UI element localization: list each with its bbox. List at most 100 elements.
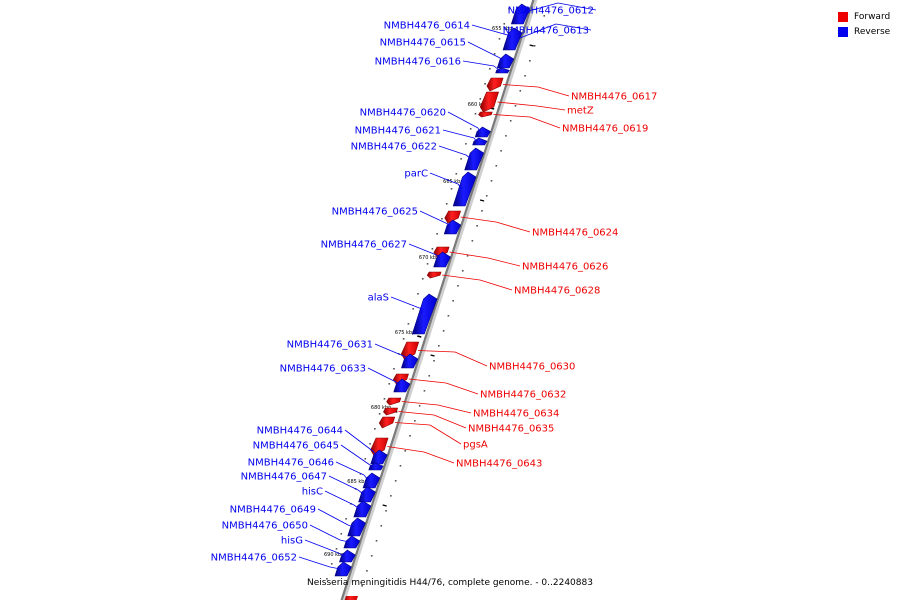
gene-label[interactable]: NMBH4476_0624 — [532, 228, 618, 239]
gene-NMBH4476_0624[interactable]: NMBH4476_0624 — [444, 210, 619, 239]
gene-feature-forward[interactable] — [426, 271, 442, 279]
gene-feature-reverse[interactable] — [433, 251, 451, 268]
gene-label[interactable]: parC — [404, 169, 428, 180]
gene-NMBH4476_0652[interactable]: NMBH4476_0652 — [211, 553, 352, 577]
gene-feature-reverse[interactable] — [452, 171, 477, 207]
gene-NMBH4476_0620[interactable]: NMBH4476_0620 — [360, 108, 491, 138]
gene-label[interactable]: NMBH4476_0652 — [211, 553, 297, 564]
gene-feature-reverse[interactable] — [343, 535, 361, 549]
gene-NMBH4476_0627[interactable]: NMBH4476_0627 — [321, 240, 451, 268]
gene-feature-reverse[interactable] — [411, 293, 438, 335]
gene-feature-forward[interactable] — [486, 77, 504, 92]
gene-label[interactable]: NMBH4476_0613 — [503, 26, 589, 37]
gene-NMBH4476_0649[interactable]: NMBH4476_0649 — [230, 505, 366, 537]
gene-leader-line — [387, 446, 425, 453]
gene-NMBH4476_0626[interactable]: NMBH4476_0626 — [433, 246, 609, 273]
gene-label[interactable]: NMBH4476_0627 — [321, 240, 407, 251]
gene-label[interactable]: NMBH4476_0620 — [360, 108, 446, 119]
gene-feature-reverse[interactable] — [353, 500, 372, 518]
gene-leader-line — [467, 41, 501, 59]
gene-feature-forward[interactable] — [478, 111, 493, 118]
gene-NMBH4476_0628[interactable]: NMBH4476_0628 — [426, 271, 600, 297]
gene-label[interactable]: NMBH4476_0617 — [571, 92, 657, 103]
gene-feature-reverse[interactable] — [401, 353, 419, 369]
gene-label[interactable]: NMBH4476_0614 — [384, 21, 470, 32]
gene-label[interactable]: metZ — [567, 106, 594, 117]
gene-label[interactable]: NMBH4476_0625 — [332, 207, 418, 218]
gene-NMBH4476_0633[interactable]: NMBH4476_0633 — [280, 364, 411, 393]
gene-feature-forward[interactable] — [383, 407, 399, 416]
gene-NMBH4476_0612[interactable]: NMBH4476_0612 — [508, 2, 597, 25]
gene-feature-reverse[interactable] — [510, 3, 531, 25]
gene-label[interactable]: NMBH4476_0626 — [522, 262, 608, 273]
gene-leader-line — [408, 378, 447, 384]
gene-label[interactable]: NMBH4476_0645 — [253, 441, 339, 452]
gene-label[interactable]: NMBH4476_0628 — [514, 286, 600, 297]
gene-label[interactable]: NMBH4476_0630 — [489, 362, 575, 373]
gene-NMBH4476_0630[interactable]: NMBH4476_0630 — [400, 341, 575, 373]
gene-leader-line — [462, 60, 495, 67]
gene-NMBH4476_0645[interactable]: NMBH4476_0645 — [253, 441, 384, 471]
gene-pgsA[interactable]: pgsA — [378, 416, 488, 451]
gene-feature-reverse[interactable] — [393, 378, 411, 393]
gene-feature-forward[interactable] — [386, 397, 402, 406]
gene-metZ[interactable]: metZ — [479, 91, 594, 117]
gene-NMBH4476_0625[interactable]: NMBH4476_0625 — [332, 207, 462, 235]
gene-label[interactable]: NMBH4476_0616 — [375, 57, 461, 68]
gene-feature-reverse[interactable] — [502, 27, 523, 51]
gene-label[interactable]: alaS — [368, 293, 389, 304]
gene-label[interactable]: pgsA — [463, 440, 488, 451]
gene-NMBH4476_0631[interactable]: NMBH4476_0631 — [287, 340, 419, 369]
gene-label[interactable]: NMBH4476_0634 — [473, 409, 559, 420]
gene-NMBH4476_0634[interactable]: NMBH4476_0634 — [386, 397, 560, 420]
gene-NMBH4476_0621[interactable]: NMBH4476_0621 — [355, 126, 488, 146]
gene-NMBH4476_0619[interactable]: NMBH4476_0619 — [478, 111, 649, 135]
gene-feature-reverse[interactable] — [334, 561, 352, 577]
gene-NMBH4476_0622[interactable]: NMBH4476_0622 — [351, 142, 485, 171]
gene-leader-line — [555, 23, 592, 31]
gene-feature-reverse[interactable] — [496, 53, 515, 69]
gene-label[interactable]: NMBH4476_0647 — [241, 472, 327, 483]
gene-label[interactable]: NMBH4476_0631 — [287, 340, 373, 351]
gene-label[interactable]: hisG — [281, 536, 303, 547]
gene-label[interactable]: NMBH4476_0632 — [480, 390, 566, 401]
gene-label[interactable]: NMBH4476_0646 — [248, 458, 334, 469]
gene-leader-line — [328, 475, 359, 491]
legend-forward-swatch — [838, 11, 848, 22]
gene-leader-line — [390, 296, 423, 310]
gene-feature-forward[interactable] — [378, 416, 396, 429]
gene-feature-reverse[interactable] — [464, 147, 485, 171]
gene-label[interactable]: NMBH4476_0619 — [562, 124, 648, 135]
gene-NMBH4476_0650[interactable]: NMBH4476_0650 — [222, 521, 361, 549]
gene-NMBH4476_0616[interactable]: NMBH4476_0616 — [375, 57, 510, 74]
gene-NMBH4476_0614[interactable]: NMBH4476_0614 — [384, 21, 523, 51]
gene-label[interactable]: NMBH4476_0615 — [380, 38, 466, 49]
gene-label[interactable]: NMBH4476_0621 — [355, 126, 441, 137]
gene-label[interactable]: NMBH4476_0633 — [280, 364, 366, 375]
gene-label[interactable]: NMBH4476_0643 — [456, 459, 542, 470]
gene-alaS[interactable]: alaS — [368, 293, 438, 335]
gene-leader-line — [449, 251, 489, 259]
gene-hisG[interactable]: hisG — [281, 536, 356, 563]
gene-leader-line — [405, 356, 408, 362]
gene-feature-reverse[interactable] — [347, 517, 366, 537]
gene-feature-reverse[interactable] — [472, 137, 488, 146]
gene-parC[interactable]: parC — [404, 169, 477, 207]
gene-feature-reverse[interactable] — [339, 549, 356, 563]
gene-feature-reverse[interactable] — [495, 67, 510, 74]
gene-NMBH4476_0632[interactable]: NMBH4476_0632 — [392, 373, 566, 401]
gene-feature-forward[interactable] — [479, 91, 500, 113]
gene-label[interactable]: NMBH4476_0612 — [508, 6, 594, 17]
gene-label[interactable]: NMBH4476_0644 — [257, 426, 343, 437]
gene-NMBH4476_0643[interactable]: NMBH4476_0643 — [370, 437, 543, 470]
gene-label[interactable]: NMBH4476_0635 — [468, 424, 554, 435]
gene-label[interactable]: hisC — [302, 487, 323, 498]
gene-NMBH4476_0617[interactable]: NMBH4476_0617 — [486, 77, 657, 103]
gene-label[interactable]: NMBH4476_0650 — [222, 521, 308, 532]
gene-label[interactable]: NMBH4476_0649 — [230, 505, 316, 516]
gene-label[interactable]: NMBH4476_0622 — [351, 142, 437, 153]
gene-NMBH4476_0635[interactable]: NMBH4476_0635 — [383, 407, 554, 435]
gene-NMBH4476_0615[interactable]: NMBH4476_0615 — [380, 38, 515, 69]
gene-feature-reverse[interactable] — [474, 126, 491, 138]
gene-hisC[interactable]: hisC — [302, 487, 372, 518]
